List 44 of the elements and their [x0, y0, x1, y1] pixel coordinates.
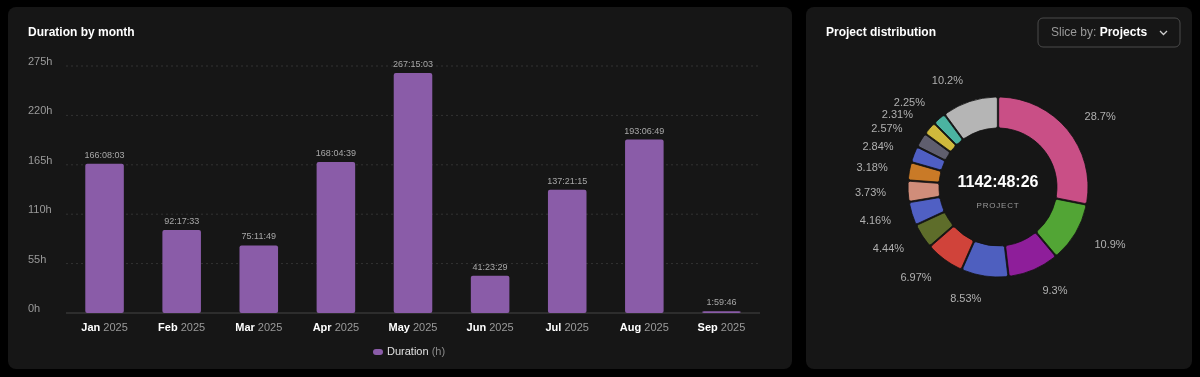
chart-title: Project distribution — [826, 25, 937, 39]
y-tick-label: 165h — [28, 153, 53, 166]
text: 1142:48:26 — [957, 173, 1039, 190]
data-label: 166:08:03 — [84, 149, 125, 160]
x-tick-label: Jan 2025 — [81, 321, 128, 333]
x-tick-label: Jun 2025 — [466, 321, 514, 333]
data-label: 2.25% — [893, 95, 926, 108]
data-label: 3.18% — [856, 161, 888, 174]
x-tick-label: Sep 2025 — [697, 321, 746, 333]
y-tick-label: 55h — [28, 252, 47, 265]
legend-label: Duration (h) — [387, 345, 446, 358]
data-label: 6.97% — [900, 271, 932, 284]
x-tick-label: Feb 2025 — [158, 321, 206, 333]
data-label: 2.31% — [881, 107, 914, 120]
y-tick-label: 220h — [28, 104, 53, 117]
data-label: 193:06:49 — [624, 125, 665, 136]
x-tick-label: Aug 2025 — [619, 321, 669, 333]
data-label: 9.3% — [1042, 283, 1068, 296]
data-label: 4.16% — [859, 214, 892, 227]
x-tick-label: Apr 2025 — [312, 321, 360, 333]
data-label: 137:21:15 — [547, 175, 588, 186]
data-label: 10.9% — [1094, 237, 1126, 250]
data-label: 2.84% — [862, 140, 894, 153]
data-label: 10.2% — [931, 74, 964, 87]
data-label: 267:15:03 — [392, 58, 434, 69]
data-label: 3.73% — [854, 186, 887, 199]
y-tick-label: 110h — [28, 203, 52, 216]
y-tick-label: 0h — [28, 301, 41, 314]
x-tick-label: Mar 2025 — [235, 321, 283, 333]
data-label: 8.53% — [950, 291, 982, 304]
x-tick-label: May 2025 — [388, 321, 438, 333]
data-label: 2.57% — [871, 122, 903, 135]
data-label: 75:11:49 — [241, 231, 276, 242]
data-label: 168:04:39 — [315, 148, 356, 159]
data-label: 41:23:29 — [472, 261, 508, 272]
data-label: 28.7% — [1084, 109, 1116, 122]
chart-title: Duration by month — [28, 25, 135, 39]
dropdown-field: Slice by: Projects — [1037, 17, 1181, 48]
data-label: 92:17:33 — [164, 216, 200, 227]
data-label: 1:59:46 — [706, 297, 737, 308]
y-tick-label: 275h — [28, 54, 53, 67]
x-tick-label: Jul 2025 — [545, 321, 589, 333]
data-label: 4.44% — [872, 241, 905, 254]
text: PROJECT — [976, 201, 1020, 210]
